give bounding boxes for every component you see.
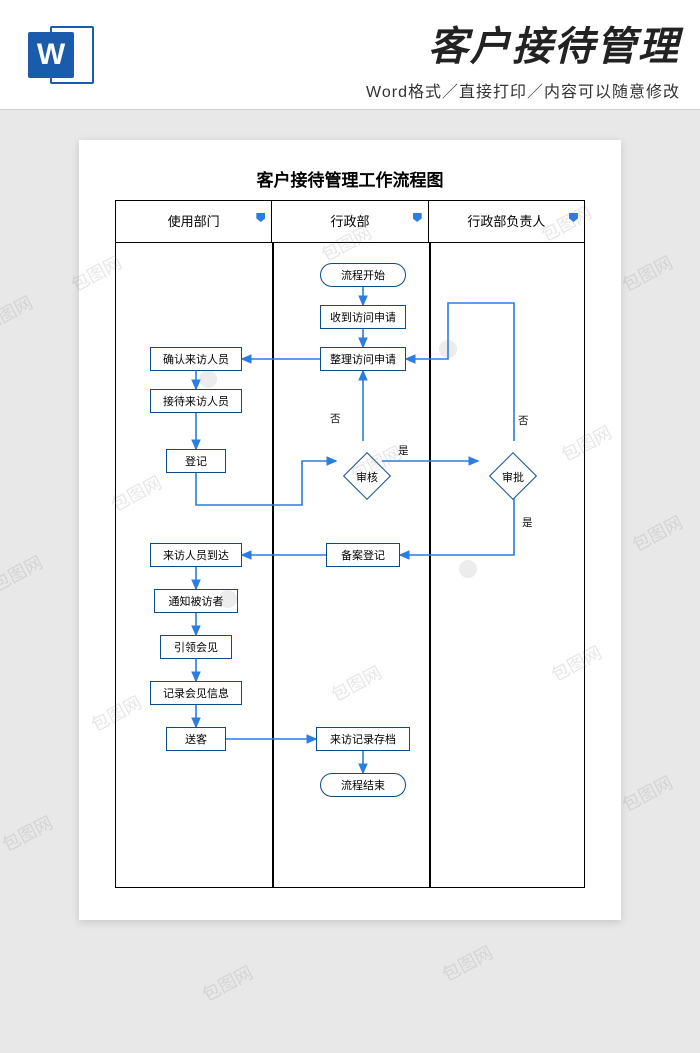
node-approve [489, 452, 537, 500]
lane-divider [429, 243, 431, 887]
node-confirm: 确认来访人员 [150, 347, 242, 371]
edge-label: 是 [522, 515, 533, 530]
lane-divider [272, 243, 274, 887]
watermark: 包图网 [0, 809, 57, 857]
node-sendoff: 送客 [166, 727, 226, 751]
node-register: 登记 [166, 449, 226, 473]
edge-approve-sort [406, 303, 514, 441]
doc-title: 客户接待管理工作流程图 [79, 140, 621, 191]
lane-headers: 使用部门 行政部 行政部负责人 [116, 201, 584, 243]
lane-header-1: 行政部 [272, 201, 428, 242]
header-bar: W 客户接待管理 Word格式／直接打印／内容可以随意修改 [0, 0, 700, 110]
node-arrive: 来访人员到达 [150, 543, 242, 567]
watermark: 包图网 [0, 549, 47, 597]
node-receive: 接待来访人员 [150, 389, 242, 413]
node-end: 流程结束 [320, 773, 406, 797]
paragraph-mark-icon [413, 213, 422, 222]
subtitle: Word格式／直接打印／内容可以随意修改 [366, 78, 680, 102]
node-start: 流程开始 [320, 263, 406, 287]
node-archive: 来访记录存档 [316, 727, 410, 751]
edge-approve-file [400, 497, 514, 555]
watermark: 包图网 [617, 249, 677, 297]
edge-label: 否 [330, 411, 341, 426]
watermark: 包图网 [617, 769, 677, 817]
word-letter: W [28, 32, 74, 78]
watermark: 包图网 [0, 289, 37, 337]
edge-label: 是 [398, 443, 409, 458]
main-title: 客户接待管理 [366, 14, 680, 72]
node-audit [343, 452, 391, 500]
document-page: 客户接待管理工作流程图 使用部门 行政部 行政部负责人 流程开始收到访问申请整理… [79, 140, 621, 920]
paragraph-mark-icon [256, 213, 265, 222]
node-guide: 引领会见 [160, 635, 232, 659]
watermark: 包图网 [437, 939, 497, 987]
swimlane-container: 使用部门 行政部 行政部负责人 流程开始收到访问申请整理访问申请 确认来访人员接待… [115, 200, 585, 888]
edge-label: 否 [518, 413, 529, 428]
node-record: 记录会见信息 [150, 681, 242, 705]
word-icon: W [28, 22, 94, 88]
title-block: 客户接待管理 Word格式／直接打印／内容可以随意修改 [366, 14, 680, 102]
watermark: 包图网 [627, 509, 687, 557]
paragraph-mark-icon [569, 213, 578, 222]
node-sort: 整理访问申请 [320, 347, 406, 371]
lane-body: 流程开始收到访问申请整理访问申请确认来访人员接待来访人员登记审核审批备案登记来访… [116, 243, 584, 887]
lane-header-2: 行政部负责人 [429, 201, 584, 242]
node-file: 备案登记 [326, 543, 400, 567]
lane-header-0: 使用部门 [116, 201, 272, 242]
node-recv: 收到访问申请 [320, 305, 406, 329]
watermark: 包图网 [197, 959, 257, 1007]
